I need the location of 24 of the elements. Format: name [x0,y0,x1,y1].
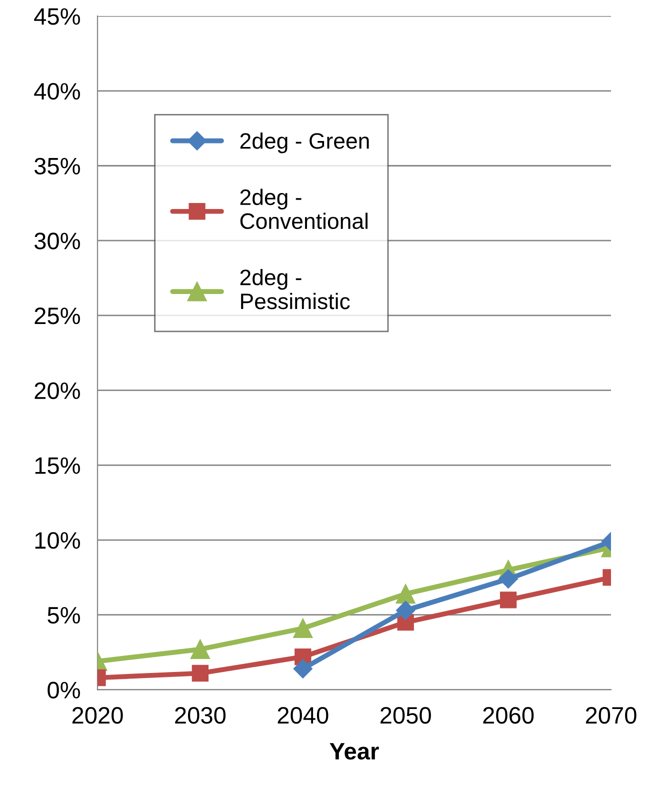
x-axis-title: Year [330,743,379,760]
y-tick-label: 20% [34,382,80,400]
y-tick-label: 45% [34,8,80,25]
y-tick-label: 30% [34,232,80,250]
y-tick-label: 15% [35,457,80,474]
x-tick-label: 2030 [175,707,226,724]
x-tick-label: 2020 [72,707,123,724]
y-tick-label: 5% [48,607,80,624]
y-tick-label: 25% [34,308,80,324]
point [293,618,313,638]
point [293,659,312,678]
legend-label: 2deg - Green [240,132,369,154]
point [396,600,416,620]
y-tick-label: 35% [34,158,80,175]
legend-label: 2deg - Conventional [240,188,368,230]
y-tick-label: 10% [35,532,80,549]
x-tick-label: 2050 [380,707,431,724]
y-tick-label: 40% [34,82,80,100]
x-tick-label: 2070 [586,707,636,724]
x-tick-label: 2060 [483,707,534,724]
y-tick-label: 0% [48,682,80,699]
legend-label: 2deg - Pessimistic [240,268,350,310]
x-tick-label: 2040 [278,707,328,724]
point [396,584,416,604]
